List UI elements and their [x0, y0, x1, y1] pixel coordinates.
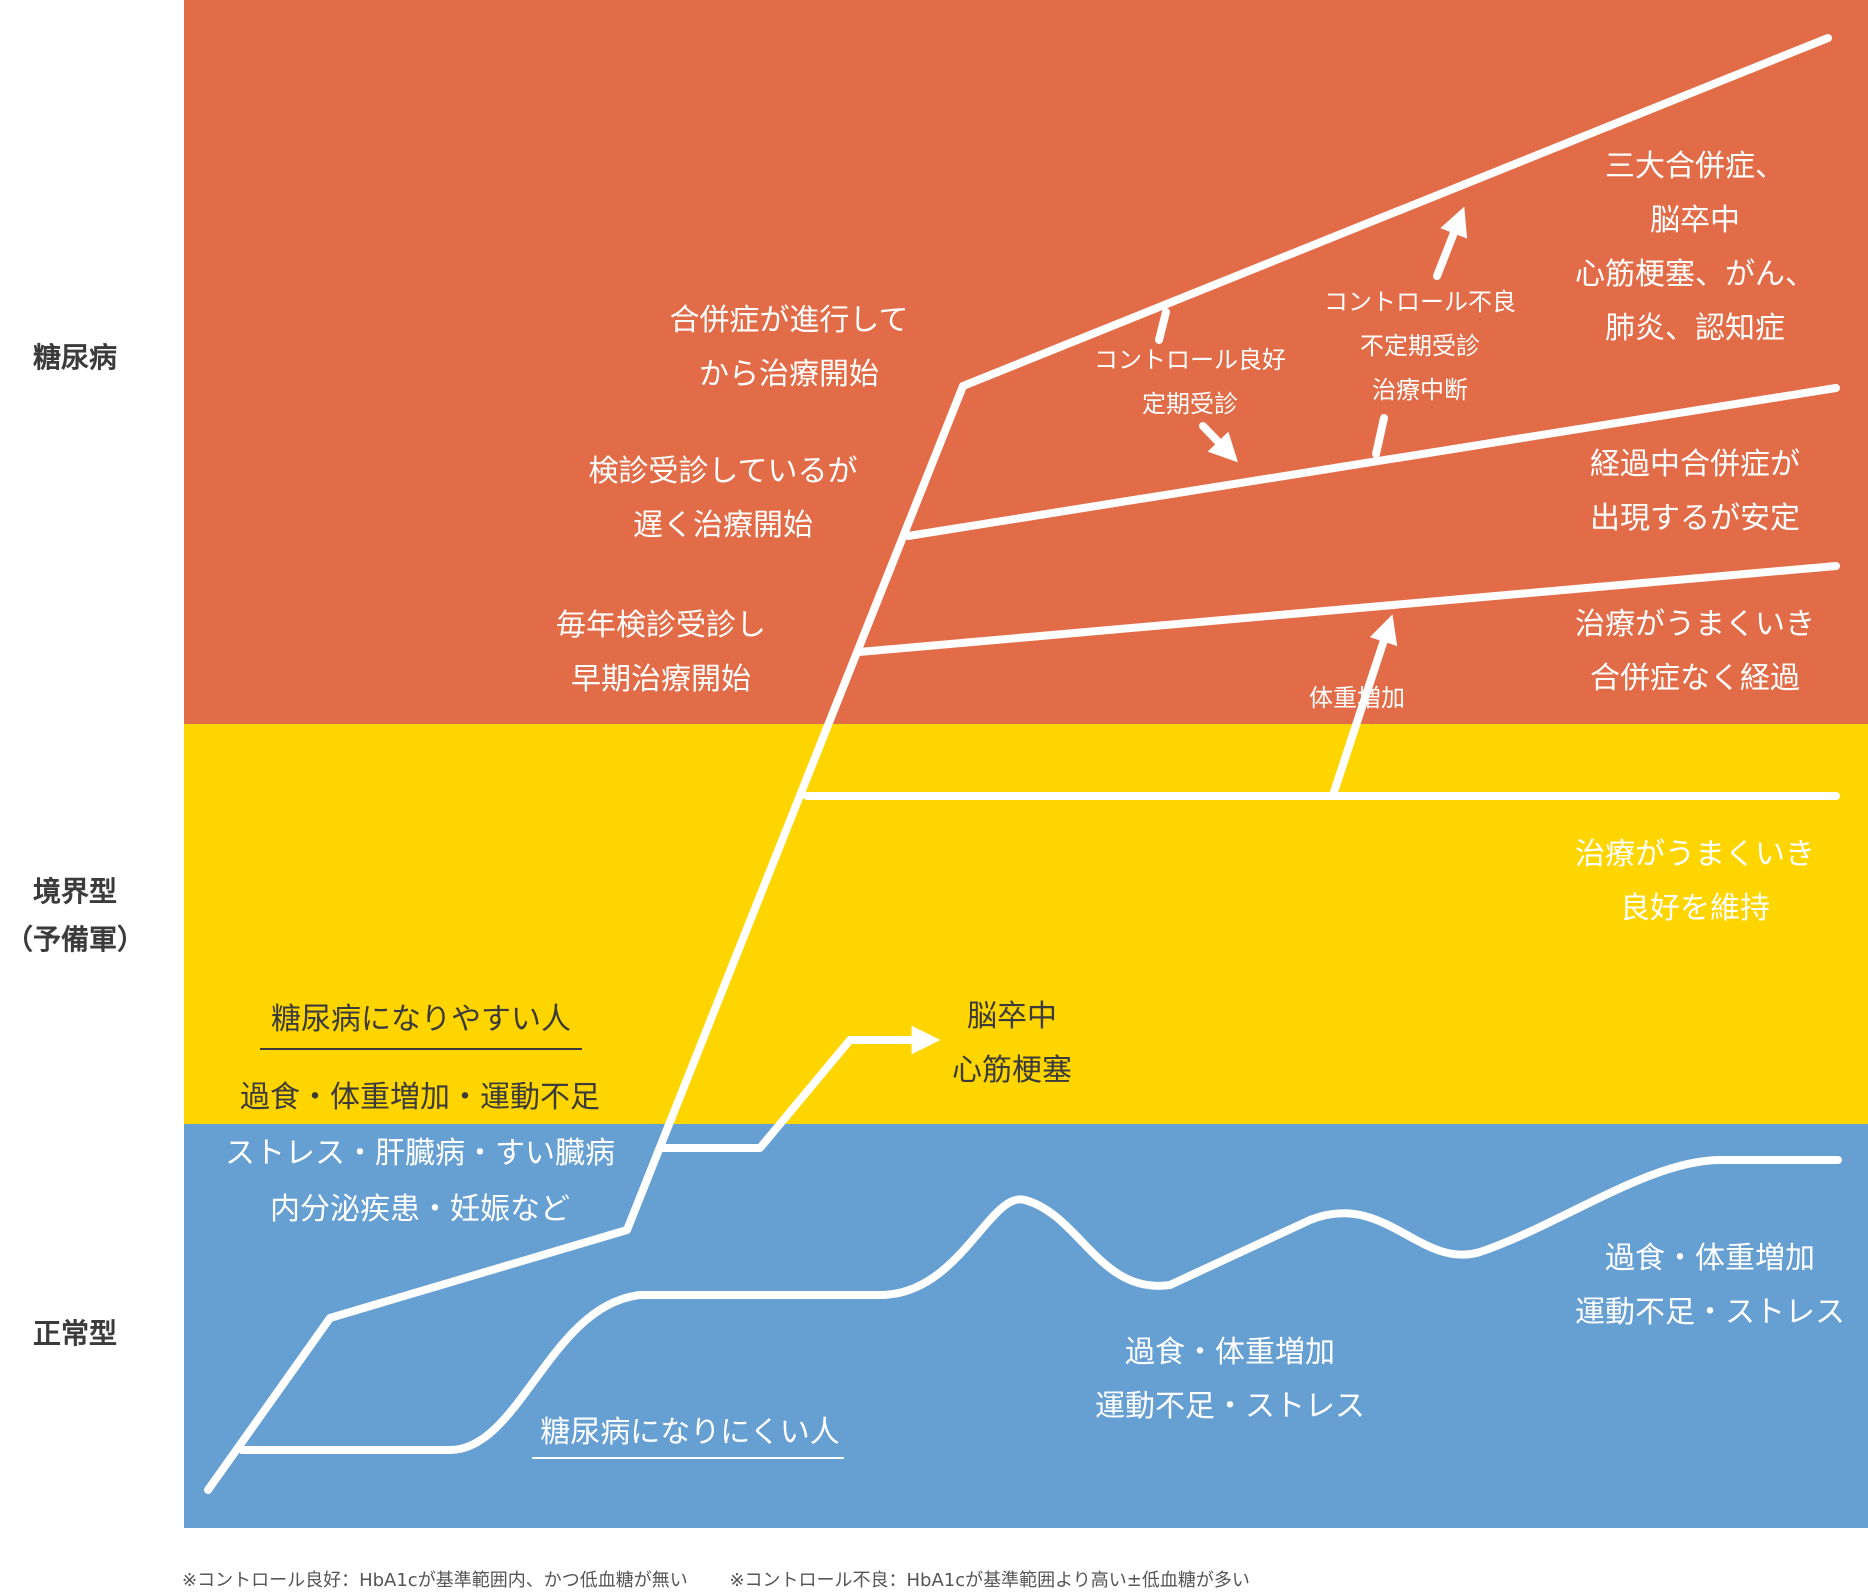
- prone-factors: 過食・体重増加・運動不足 ストレス・肝臓病・すい臓病 内分泌疾患・妊娠など: [225, 1080, 615, 1227]
- good-control-arrow: [1199, 422, 1238, 463]
- no-complications-outcome: 治療がうまくいき 合併症なく経過: [1575, 607, 1815, 696]
- poor-control-arrow: [1433, 206, 1468, 280]
- good-control-label: コントロール良好 定期受診: [1094, 346, 1286, 418]
- early-treatment-line: [855, 562, 1840, 656]
- late-treatment-line: [904, 384, 1840, 540]
- side-label-prediabetes: 境界型 （予備軍）: [4, 875, 145, 956]
- resistant-factors-right: 過食・体重増加 運動不足・ストレス: [1575, 1241, 1845, 1330]
- poor-control-label: コントロール不良 不定期受診 治療中断: [1324, 288, 1516, 404]
- resistant-header: 糖尿病になりにくい人: [540, 1415, 840, 1450]
- resistant-factors-mid: 過食・体重増加 運動不足・ストレス: [1095, 1335, 1365, 1424]
- footnote-poor-control: ※コントロール不良：HbA1cが基準範囲より高い±低血糖が多い: [729, 1570, 1250, 1591]
- footnotes: ※コントロール良好：HbA1cが基準範囲内、かつ低血糖が無い ※コントロール不良…: [182, 1566, 1286, 1592]
- complications-outcome: 三大合併症、 脳卒中 心筋梗塞、がん、 肺炎、認知症: [1575, 149, 1815, 346]
- footnote-good-control: ※コントロール良好：HbA1cが基準範囲内、かつ低血糖が無い: [182, 1570, 688, 1591]
- late-after-complications-label: 合併症が進行して から治療開始: [669, 303, 909, 392]
- good-control-tick: [1155, 308, 1170, 344]
- poor-control-tick: [1372, 414, 1388, 458]
- early-treatment-label: 毎年検診受診し 早期治療開始: [556, 608, 766, 697]
- resistant-path-line: [238, 1156, 1842, 1454]
- stroke-label: 脳卒中 心筋梗塞: [952, 999, 1072, 1088]
- weight-gain-arrow: [1330, 614, 1398, 796]
- prone-path-line: [204, 34, 1832, 1494]
- late-treatment-label: 検診受診しているが 遅く治療開始: [588, 454, 858, 543]
- maintain-outcome: 治療がうまくいき 良好を維持: [1575, 837, 1815, 926]
- prediabetes-band: [184, 724, 1868, 1124]
- side-label-diabetes: 糖尿病: [32, 341, 117, 374]
- weight-gain-label: 体重増加: [1309, 684, 1405, 712]
- side-label-normal: 正常型: [32, 1317, 117, 1350]
- prone-header: 糖尿病になりやすい人: [271, 1002, 571, 1037]
- stable-outcome: 経過中合併症が 出現するが安定: [1590, 447, 1800, 536]
- normal-band: [184, 1124, 1868, 1528]
